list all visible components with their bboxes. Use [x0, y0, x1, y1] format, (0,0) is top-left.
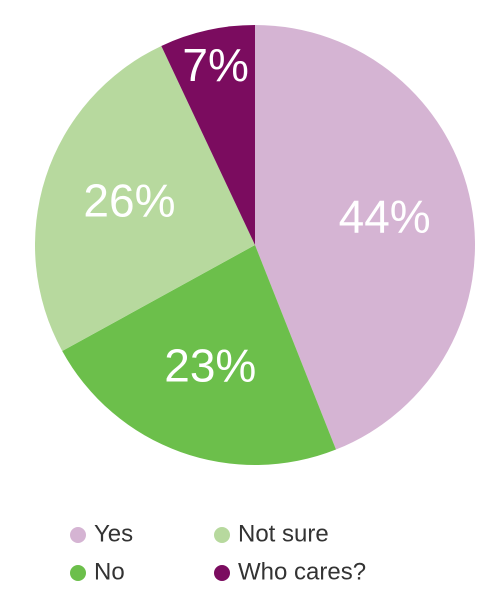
legend-label: Who cares? — [238, 558, 366, 585]
pie-slice — [35, 45, 256, 351]
pie-slice — [62, 245, 336, 465]
slice-label: 7% — [182, 39, 248, 91]
legend-swatch — [214, 527, 230, 543]
slice-label: 23% — [164, 339, 256, 391]
legend-swatch — [70, 565, 86, 581]
slice-label: 26% — [83, 174, 175, 226]
legend-label: Yes — [94, 520, 133, 547]
legend-swatch — [70, 527, 86, 543]
legend-label: No — [94, 558, 125, 585]
legend-swatch — [214, 565, 230, 581]
pie-slice — [161, 25, 255, 245]
legend-label: Not sure — [238, 520, 329, 547]
pie-slice — [255, 25, 475, 450]
slice-label: 44% — [339, 190, 431, 242]
